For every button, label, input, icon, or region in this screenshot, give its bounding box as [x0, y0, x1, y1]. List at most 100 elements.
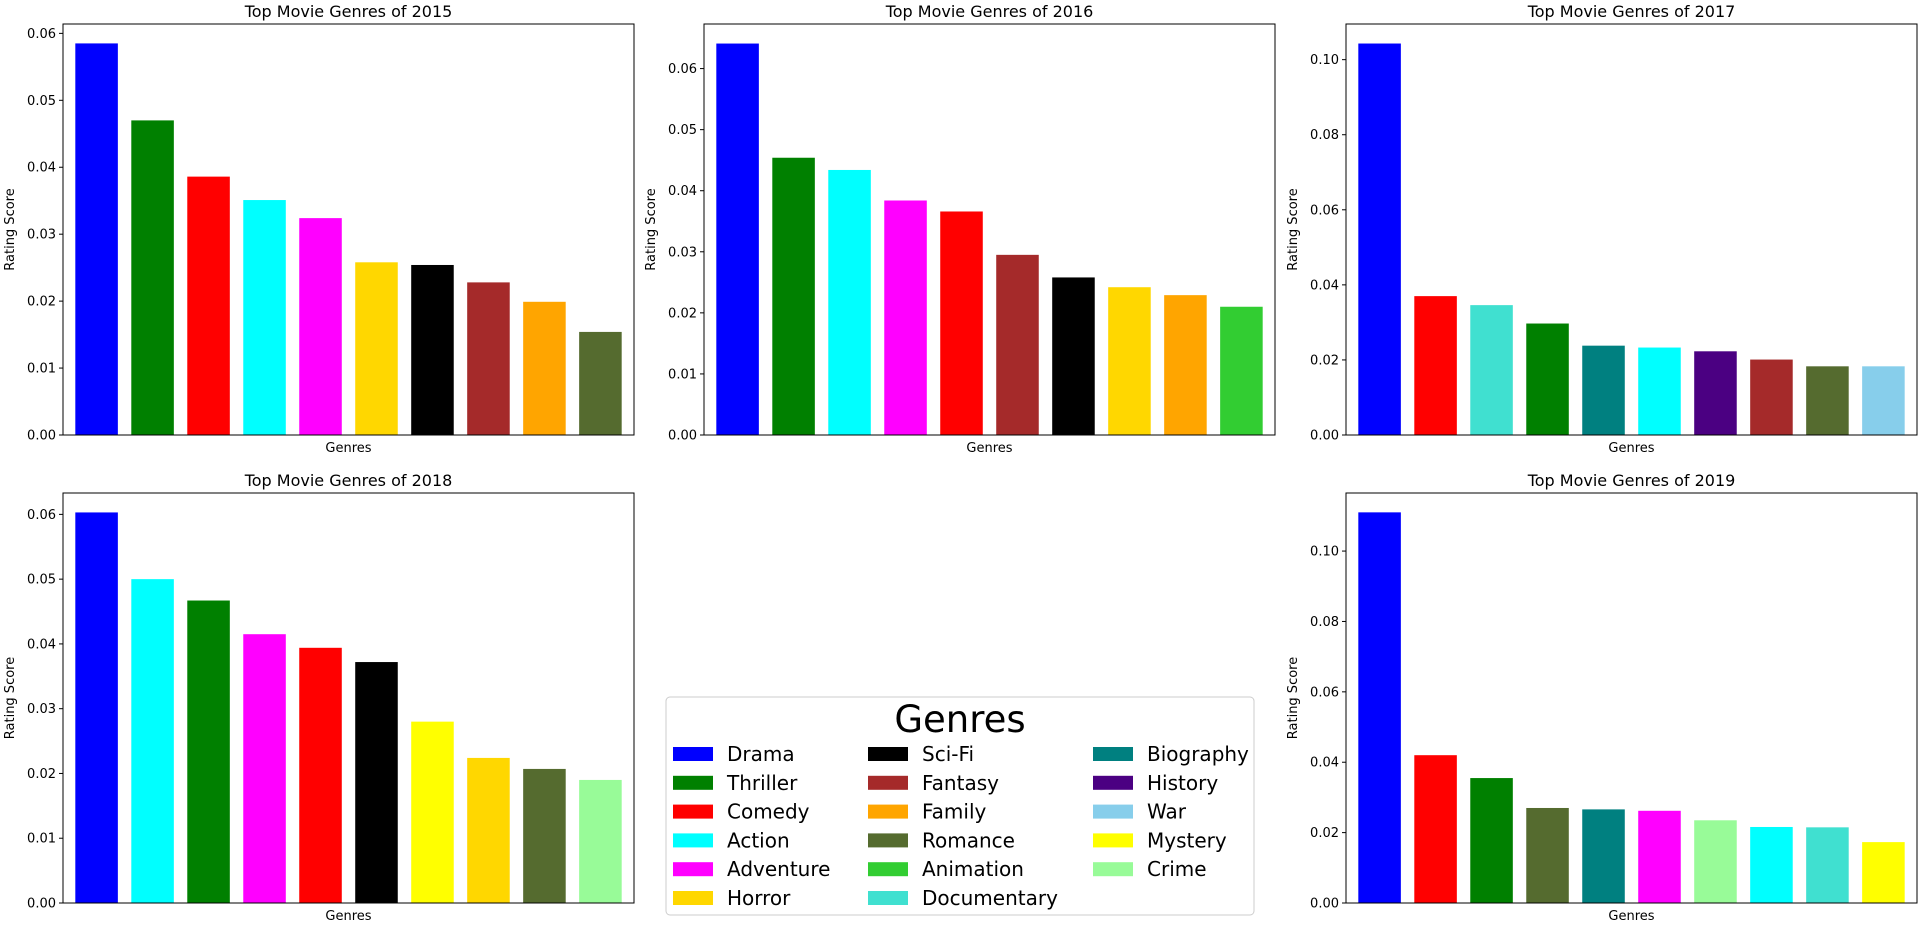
- y-tick-label: 0.04: [27, 637, 56, 652]
- chart-title: Top Movie Genres of 2019: [1527, 471, 1736, 490]
- bar-action: [1750, 826, 1793, 903]
- y-tick-label: 0.02: [1310, 353, 1339, 368]
- legend-label-sci-fi: Sci-Fi: [922, 742, 974, 766]
- bar-horror: [467, 757, 510, 903]
- legend-title: Genres: [894, 698, 1025, 741]
- y-tick-label: 0.02: [668, 306, 697, 321]
- axes-frame: [1345, 23, 1918, 436]
- y-tick-label: 0.00: [27, 897, 56, 912]
- bar-comedy: [299, 647, 342, 903]
- x-axis-label: Genres: [1608, 909, 1654, 924]
- legend-swatch-romance: [868, 833, 908, 848]
- legend-label-comedy: Comedy: [727, 800, 810, 824]
- bar-crime: [579, 779, 622, 903]
- bar-action: [828, 169, 871, 435]
- y-tick-label: 0.06: [27, 27, 56, 42]
- chart-title: Top Movie Genres of 2015: [244, 2, 453, 21]
- legend-label-fantasy: Fantasy: [922, 771, 999, 795]
- y-tick-label: 0.02: [1310, 826, 1339, 841]
- legend-label-animation: Animation: [922, 857, 1024, 881]
- y-axis-label: Rating Score: [3, 188, 18, 270]
- bar-comedy: [187, 176, 230, 435]
- x-axis-label: Genres: [966, 441, 1012, 456]
- bar-documentary: [1470, 305, 1513, 435]
- chart-title: Top Movie Genres of 2018: [244, 471, 453, 490]
- y-tick-label: 0.02: [27, 767, 56, 782]
- y-axis-label: Rating Score: [1286, 188, 1301, 270]
- legend-swatch-family: [868, 804, 908, 819]
- bar-adventure: [884, 200, 927, 435]
- y-tick-label: 0.03: [27, 228, 56, 243]
- legend-label-horror: Horror: [727, 886, 791, 910]
- bar-drama: [75, 43, 118, 436]
- bar-biography: [1582, 809, 1625, 903]
- bar-sci-fi: [1052, 277, 1095, 435]
- y-tick-label: 0.01: [668, 367, 697, 382]
- bar-war: [1862, 366, 1905, 435]
- bar-family: [523, 301, 566, 435]
- legend-label-family: Family: [922, 800, 987, 824]
- legend-label-history: History: [1147, 771, 1218, 795]
- chart-title: Top Movie Genres of 2016: [885, 2, 1094, 21]
- bar-adventure: [243, 634, 286, 903]
- chart-5: Top Movie Genres of 2019 0.00 0.02 0.04 0.06…: [1286, 471, 1918, 924]
- bar-horror: [1108, 287, 1151, 435]
- legend-label-adventure: Adventure: [727, 857, 830, 881]
- bar-sci-fi: [355, 662, 398, 903]
- y-tick-label: 0.05: [27, 573, 56, 588]
- y-tick-label: 0.04: [27, 161, 56, 176]
- bar-drama: [75, 512, 118, 903]
- bar-sci-fi: [411, 264, 454, 435]
- y-tick-label: 0.06: [27, 508, 56, 523]
- y-axis-label: Rating Score: [1286, 657, 1301, 739]
- y-tick-label: 0.04: [668, 184, 697, 199]
- bar-action: [131, 579, 174, 903]
- y-tick-label: 0.08: [1310, 615, 1339, 630]
- axes-frame: [62, 23, 635, 436]
- chart-2: Top Movie Genres of 2016 0.00 0.01 0.02 0.03…: [644, 2, 1276, 456]
- bar-family: [1164, 295, 1207, 435]
- bar-comedy: [1414, 755, 1457, 903]
- axes-frame: [1345, 492, 1918, 904]
- legend-label-war: War: [1147, 800, 1187, 824]
- y-tick-label: 0.03: [668, 245, 697, 260]
- y-tick-label: 0.08: [1310, 128, 1339, 143]
- y-tick-label: 0.00: [27, 429, 56, 444]
- bar-animation: [1220, 306, 1263, 435]
- legend-label-thriller: Thriller: [726, 771, 798, 795]
- y-tick-label: 0.00: [1310, 897, 1339, 912]
- y-tick-label: 0.06: [1310, 203, 1339, 218]
- legend-swatch-crime: [1093, 862, 1133, 877]
- legend-label-drama: Drama: [727, 742, 795, 766]
- bar-drama: [1358, 512, 1401, 903]
- y-tick-label: 0.04: [1310, 756, 1339, 771]
- chart-4: Top Movie Genres of 2018 0.00 0.01 0.02 0.03…: [3, 471, 635, 924]
- bar-mystery: [411, 721, 454, 903]
- legend-swatch-sci-fi: [868, 747, 908, 761]
- legend-swatch-mystery: [1093, 833, 1133, 848]
- y-tick-label: 0.00: [668, 429, 697, 444]
- y-axis-label: Rating Score: [644, 188, 659, 270]
- bar-romance: [579, 331, 622, 435]
- chart-3: Top Movie Genres of 2017 0.00 0.02 0.04 0.06…: [1286, 2, 1918, 456]
- legend-swatch-fantasy: [868, 775, 908, 790]
- y-tick-label: 0.06: [668, 62, 697, 77]
- legend-swatch-adventure: [673, 862, 713, 877]
- legend-label-mystery: Mystery: [1147, 828, 1227, 852]
- bar-romance: [1526, 807, 1569, 903]
- x-axis-label: Genres: [1608, 441, 1654, 456]
- legend-swatch-horror: [673, 891, 713, 905]
- legend-swatch-comedy: [673, 804, 713, 819]
- y-tick-label: 0.10: [1310, 545, 1339, 560]
- legend-label-action: Action: [727, 828, 790, 852]
- legend-swatch-war: [1093, 804, 1133, 819]
- bar-documentary: [1806, 827, 1849, 903]
- legend-swatch-history: [1093, 775, 1133, 790]
- y-tick-label: 0.04: [1310, 278, 1339, 293]
- legend-swatch-animation: [868, 862, 908, 877]
- legend-swatch-thriller: [673, 775, 713, 790]
- bar-comedy: [940, 211, 983, 435]
- legend-label-biography: Biography: [1147, 742, 1249, 766]
- bar-action: [243, 200, 286, 435]
